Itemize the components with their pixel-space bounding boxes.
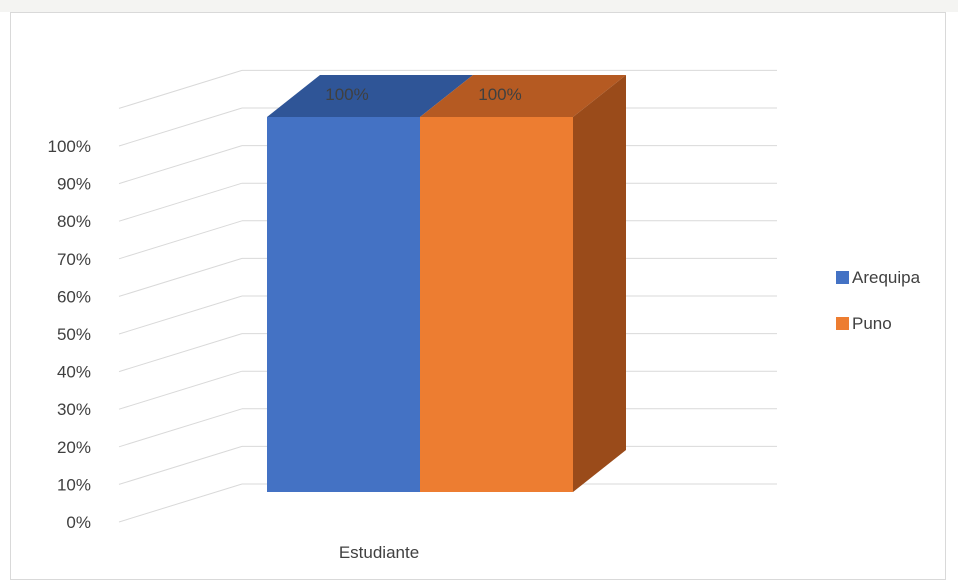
gridline-side: [119, 371, 242, 409]
y-tick-label: 90%: [57, 175, 91, 194]
y-tick-label: 40%: [57, 363, 91, 382]
gridline-side: [119, 146, 242, 184]
chart-area: 0% 10% 20% 30% 40% 50% 60% 70% 80% 90% 100% 100% 10…: [10, 12, 946, 580]
gridline-side: [119, 409, 242, 447]
y-tick-label: 50%: [57, 325, 91, 344]
y-tick-label: 100%: [48, 137, 91, 156]
gridline-side: [119, 221, 242, 259]
legend-label-arequipa: Arequipa: [852, 268, 921, 287]
gridline-side: [119, 296, 242, 334]
bar-puno: [420, 117, 573, 492]
gridline-side: [119, 484, 242, 522]
gridline-side: [119, 446, 242, 484]
bars: [267, 75, 626, 492]
gridline-side: [119, 334, 242, 372]
data-label-puno: 100%: [478, 85, 521, 104]
bar-side-puno: [573, 75, 626, 492]
y-axis-ticks: 0% 10% 20% 30% 40% 50% 60% 70% 80% 90% 100%: [48, 137, 91, 532]
y-tick-label: 0%: [66, 513, 91, 532]
x-category-label: Estudiante: [339, 543, 419, 562]
gridline-side: [119, 108, 242, 146]
gridline-side: [119, 70, 242, 108]
gridline-side: [119, 258, 242, 296]
bar-arequipa: [267, 117, 420, 492]
legend-swatch-arequipa: [836, 271, 849, 284]
y-tick-label: 10%: [57, 475, 91, 494]
y-tick-label: 30%: [57, 400, 91, 419]
data-label-arequipa: 100%: [325, 85, 368, 104]
y-tick-label: 70%: [57, 250, 91, 269]
legend-swatch-puno: [836, 317, 849, 330]
legend: Arequipa Puno: [836, 268, 921, 333]
y-tick-label: 60%: [57, 287, 91, 306]
y-tick-label: 80%: [57, 212, 91, 231]
y-tick-label: 20%: [57, 438, 91, 457]
bar-chart: 0% 10% 20% 30% 40% 50% 60% 70% 80% 90% 100% 100% 10…: [11, 13, 947, 581]
gridline-side: [119, 183, 242, 221]
legend-label-puno: Puno: [852, 314, 892, 333]
top-decoration: [0, 0, 958, 12]
